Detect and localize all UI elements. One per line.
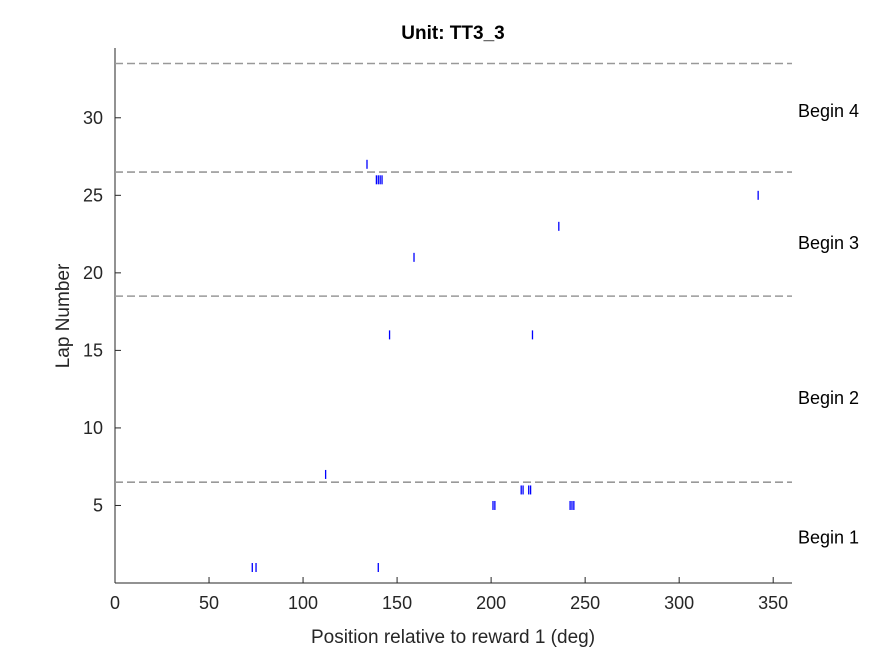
chart-title: Unit: TT3_3 bbox=[401, 23, 504, 44]
y-tick-label: 5 bbox=[93, 495, 103, 515]
y-tick-label: 25 bbox=[83, 185, 103, 205]
y-tick-label: 30 bbox=[83, 108, 103, 128]
y-axis-label: Lap Number bbox=[53, 263, 74, 368]
x-tick-label: 150 bbox=[382, 593, 412, 613]
x-tick-label: 50 bbox=[199, 593, 219, 613]
x-axis-label: Position relative to reward 1 (deg) bbox=[311, 627, 595, 648]
x-tick-label: 200 bbox=[476, 593, 506, 613]
x-tick-label: 350 bbox=[758, 593, 788, 613]
x-tick-label: 0 bbox=[110, 593, 120, 613]
x-tick-label: 100 bbox=[288, 593, 318, 613]
epoch-label: Begin 2 bbox=[798, 388, 859, 408]
x-tick-label: 250 bbox=[570, 593, 600, 613]
y-tick-label: 10 bbox=[83, 418, 103, 438]
y-tick-label: 20 bbox=[83, 263, 103, 283]
x-tick-label: 300 bbox=[664, 593, 694, 613]
epoch-label: Begin 1 bbox=[798, 527, 859, 547]
plot-area: 0 50 100 150 200 250 300 350 5 10 15 20 25 30 Begin 1 B… bbox=[83, 48, 859, 613]
epoch-label: Begin 4 bbox=[798, 101, 859, 121]
epoch-label: Begin 3 bbox=[798, 233, 859, 253]
y-tick-label: 15 bbox=[83, 340, 103, 360]
